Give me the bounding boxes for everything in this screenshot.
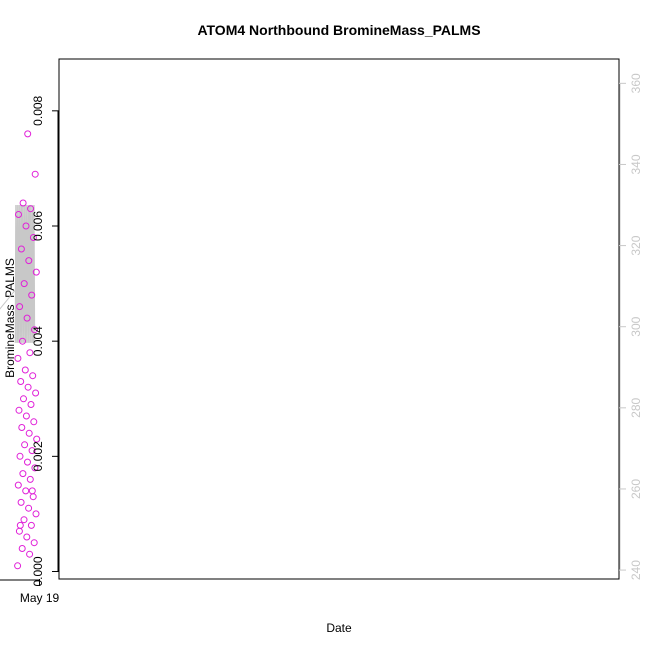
y-tick-label: 0.004 [31,326,45,356]
data-point [23,533,31,541]
data-point [25,504,33,512]
data-point [23,314,31,322]
data-point [27,401,35,408]
data-point [16,303,24,311]
y2-tick-label: 260 [629,479,643,499]
data-point [22,487,30,495]
data-point [31,464,39,472]
data-point [28,447,36,455]
data-point [20,280,28,288]
data-point [19,199,27,207]
data-point [25,429,33,437]
y-tick-label: 0.002 [31,441,45,471]
data-point [28,291,36,299]
y-tick-label: 0.000 [31,556,45,586]
plot-frame [58,58,620,580]
data-point [15,211,22,218]
data-point [22,412,30,420]
data-point [14,562,22,570]
data-point [24,383,32,391]
data-point [31,170,39,178]
y-tick-label: 0.008 [31,95,45,125]
data-point [27,205,35,213]
data-point [27,521,35,529]
data-point [29,234,37,241]
data-point [20,516,28,524]
data-point [31,326,38,334]
data-point [28,487,36,495]
data-point [18,545,26,552]
data-point [21,441,29,449]
y2-tick-label: 320 [629,235,643,255]
data-point [22,222,30,230]
data-point [32,389,40,397]
scatter-points-layer [14,130,41,570]
x-tick-label: May 19 [20,591,60,605]
data-point [26,550,34,558]
data-point [20,395,27,403]
data-point [14,354,22,362]
data-point [25,257,33,265]
y-tick-label: 0.006 [31,211,45,241]
data-point [33,435,41,443]
data-point [30,539,38,547]
chart-title: ATOM4 Northbound BromineMass_PALMS [197,22,480,38]
data-point [32,268,40,276]
y2-tick-label: 280 [629,397,643,417]
data-point [14,481,22,489]
data-point [32,510,40,518]
y2-tick-label: 240 [629,560,643,580]
y2-tick-label: 300 [629,316,643,336]
data-point [24,458,31,466]
data-point [17,378,25,385]
x-axis-label: Date [326,621,352,635]
data-point [16,521,24,529]
y-axis-label: BromineMass_PALMS [3,258,17,378]
data-point [18,424,26,431]
secondary-line-connector [0,289,16,310]
data-point [21,366,29,374]
axes-layer: May 11May 13May 15May 17May 190.0000.002… [0,58,643,605]
data-point [24,130,32,138]
data-point [30,418,38,426]
data-point [19,470,27,478]
data-point [29,372,37,380]
data-point [17,245,25,253]
y2-tick-label: 340 [629,154,643,174]
data-point [15,406,23,414]
data-point [26,475,34,483]
data-point [26,349,34,357]
data-point [17,498,25,506]
y2-tick-label: 360 [629,73,643,93]
data-point [16,452,24,460]
data-point [19,337,26,345]
